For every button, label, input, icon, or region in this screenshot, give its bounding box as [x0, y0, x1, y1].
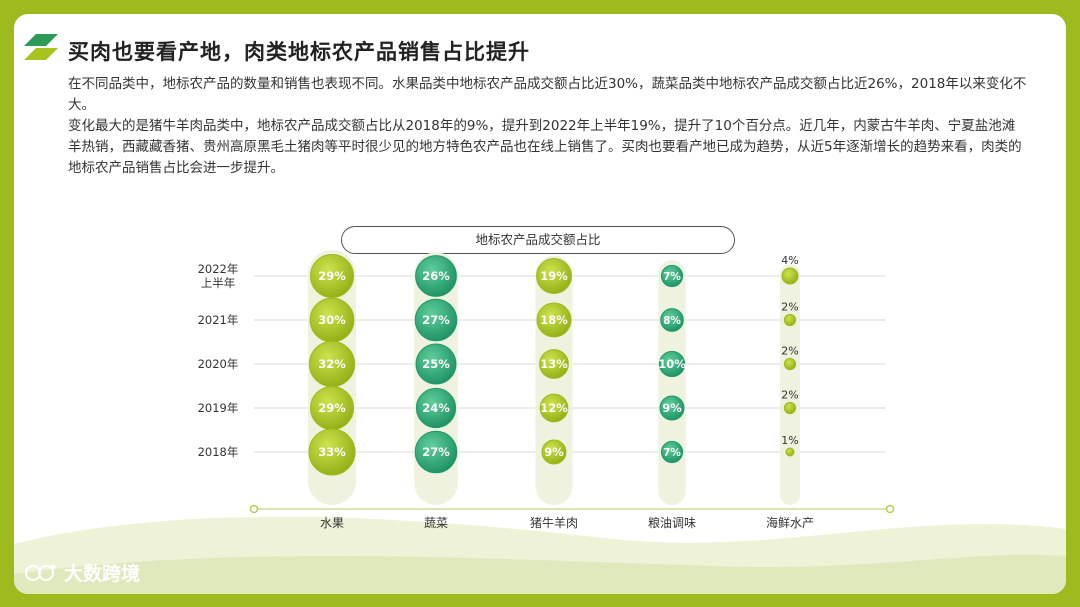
data-label: 1% [781, 434, 798, 447]
column-capsule [780, 264, 800, 505]
data-bubble [414, 298, 458, 342]
data-bubble [414, 430, 458, 474]
data-bubble [415, 343, 457, 385]
data-label: 8% [663, 315, 681, 327]
logo-text: 大数跨境 [64, 563, 141, 585]
data-bubble [415, 387, 457, 429]
logo-icon [25, 564, 56, 581]
category-label: 蔬菜 [424, 516, 448, 530]
data-bubble [536, 258, 572, 294]
row-label: 2018年 [198, 445, 239, 459]
data-label: 33% [318, 445, 346, 459]
data-label: 25% [422, 357, 450, 371]
data-bubble [783, 401, 797, 415]
data-label: 4% [781, 254, 798, 267]
data-label: 19% [540, 269, 568, 283]
data-bubble [308, 428, 356, 476]
data-bubble [660, 308, 684, 332]
category-label: 水果 [320, 516, 344, 530]
data-label: 29% [318, 269, 346, 283]
detail-paragraph: 变化最大的是猪牛羊肉品类中，地标农产品成交额占比从2018年的9%，提升到202… [68, 118, 1022, 176]
data-bubble [659, 395, 685, 421]
data-bubble [658, 350, 686, 378]
page-title: 买肉也要看产地，肉类地标农产品销售占比提升 [68, 40, 530, 64]
data-label: 10% [658, 357, 686, 371]
data-label: 9% [544, 445, 564, 459]
data-bubble [785, 447, 795, 457]
data-bubble [539, 349, 569, 379]
row-label: 2020年 [198, 357, 239, 371]
bubble-chart: 2022年上半年 2021年 2020年 2019年 2018年 水果 29% 30% 32%… [198, 250, 895, 530]
data-label: 2% [781, 300, 798, 313]
column-capsule [658, 260, 686, 505]
title-mark-icon [24, 34, 58, 60]
data-label: 29% [318, 401, 346, 415]
decorative-wave [14, 516, 1066, 594]
axis-end-dot [249, 504, 259, 514]
data-bubble [415, 255, 457, 297]
data-label: 30% [318, 313, 346, 327]
row-label: 2022年 [198, 262, 239, 276]
row-label: 上半年 [201, 276, 236, 290]
data-bubble [660, 440, 684, 464]
data-label: 13% [540, 357, 568, 371]
data-label: 9% [662, 401, 682, 415]
chart-title: 地标农产品成交额占比 [341, 226, 735, 254]
data-label: 27% [422, 313, 450, 327]
brand-logo: 大数跨境 [24, 559, 140, 586]
data-bubble [541, 439, 567, 465]
axis-end-dot [885, 504, 895, 514]
data-bubble [781, 267, 799, 285]
data-label: 2% [781, 388, 798, 401]
data-bubble [539, 393, 569, 423]
intro-paragraph: 在不同品类中，地标农产品的数量和销售也表现不同。水果品类中地标农产品成交额占比近… [68, 76, 1027, 113]
category-label: 猪牛羊肉 [530, 515, 578, 530]
row-label: 2021年 [198, 313, 239, 327]
category-label: 粮油调味 [648, 515, 696, 530]
data-label: 24% [422, 401, 450, 415]
data-label: 2% [781, 344, 798, 357]
data-label: 32% [318, 357, 346, 371]
slide-frame: 买肉也要看产地，肉类地标农产品销售占比提升 在不同品类中，地标农产品的数量和销售… [14, 14, 1066, 594]
data-bubble [309, 253, 355, 299]
data-label: 7% [663, 447, 681, 459]
data-label: 26% [422, 269, 450, 283]
data-label: 18% [540, 313, 568, 327]
data-bubble [660, 264, 684, 288]
data-bubble [783, 357, 797, 371]
data-label: 7% [663, 271, 681, 283]
data-label: 12% [540, 401, 568, 415]
row-label: 2019年 [198, 401, 239, 415]
data-bubble [536, 302, 572, 338]
data-bubble [783, 313, 797, 327]
category-label: 海鲜水产 [766, 515, 814, 530]
data-label: 27% [422, 445, 450, 459]
